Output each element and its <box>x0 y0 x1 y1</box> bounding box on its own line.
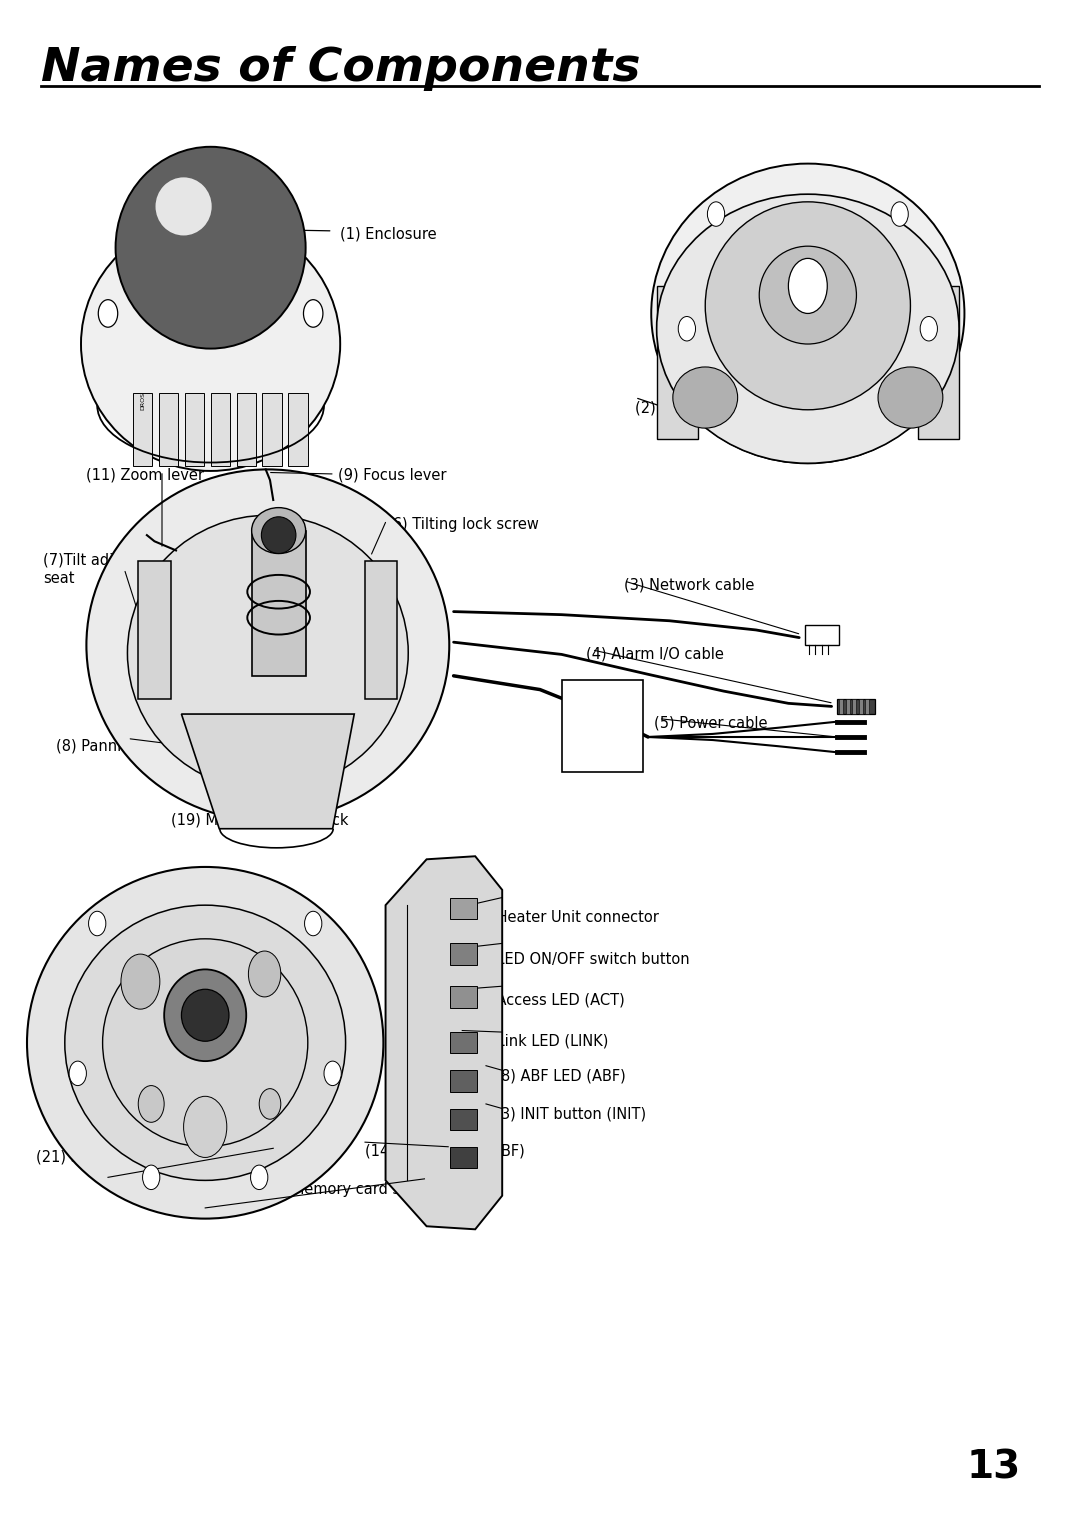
Circle shape <box>184 1096 227 1157</box>
Text: (18) ABF LED (ABF): (18) ABF LED (ABF) <box>486 1069 625 1084</box>
Circle shape <box>121 954 160 1009</box>
Text: (20) SD memory card slot: (20) SD memory card slot <box>230 1182 419 1197</box>
Text: (19) Monitor output jack: (19) Monitor output jack <box>171 813 348 829</box>
Bar <box>138 561 171 699</box>
Bar <box>852 699 856 714</box>
Ellipse shape <box>252 508 306 553</box>
Text: (1) Enclosure: (1) Enclosure <box>340 226 436 242</box>
Text: (11) Zoom lever: (11) Zoom lever <box>86 468 204 483</box>
Ellipse shape <box>86 469 449 821</box>
Bar <box>450 1032 477 1053</box>
Text: (2) Mounting bracket (accessory): (2) Mounting bracket (accessory) <box>635 401 878 416</box>
Bar <box>839 699 843 714</box>
Text: (5) Power cable: (5) Power cable <box>654 716 768 731</box>
Bar <box>262 393 282 466</box>
Bar <box>859 699 863 714</box>
Text: (10) Panning lock screw: (10) Panning lock screw <box>171 777 346 792</box>
Text: (9) Focus lever: (9) Focus lever <box>338 468 446 483</box>
Circle shape <box>891 202 908 226</box>
Bar <box>450 986 477 1008</box>
Ellipse shape <box>65 905 346 1180</box>
Bar <box>450 898 477 919</box>
Ellipse shape <box>116 147 306 349</box>
Circle shape <box>98 300 118 327</box>
Text: (12) Heater Unit connector: (12) Heater Unit connector <box>462 910 659 925</box>
Ellipse shape <box>651 164 964 463</box>
Ellipse shape <box>759 246 856 344</box>
Bar <box>159 393 178 466</box>
Bar <box>865 699 869 714</box>
Ellipse shape <box>878 367 943 428</box>
Text: (14) ABF button (ABF): (14) ABF button (ABF) <box>365 1144 525 1159</box>
Bar <box>211 393 230 466</box>
Polygon shape <box>181 714 354 829</box>
Text: (15) LED ON/OFF switch button: (15) LED ON/OFF switch button <box>462 951 690 966</box>
Circle shape <box>678 317 696 341</box>
Ellipse shape <box>705 202 910 410</box>
Ellipse shape <box>673 367 738 428</box>
Bar <box>837 699 875 714</box>
Bar <box>185 393 204 466</box>
Bar <box>450 943 477 965</box>
Circle shape <box>303 300 323 327</box>
Bar <box>805 625 839 645</box>
Ellipse shape <box>81 217 340 471</box>
Text: 13: 13 <box>967 1448 1021 1486</box>
Bar <box>450 1070 477 1092</box>
Bar <box>237 393 256 466</box>
Circle shape <box>138 1086 164 1122</box>
Text: (7)Tilt adjustment
seat: (7)Tilt adjustment seat <box>43 553 175 586</box>
Bar <box>288 393 308 466</box>
Text: (3) Network cable: (3) Network cable <box>624 578 755 593</box>
Ellipse shape <box>164 969 246 1061</box>
Text: (8) Panning table: (8) Panning table <box>56 739 181 754</box>
Ellipse shape <box>261 517 296 553</box>
Circle shape <box>143 1165 160 1190</box>
Circle shape <box>305 911 322 936</box>
Ellipse shape <box>27 867 383 1219</box>
Text: DROS: DROS <box>140 391 145 410</box>
Circle shape <box>259 1089 281 1119</box>
Bar <box>562 680 643 772</box>
Bar <box>365 561 397 699</box>
Text: (13) INIT button (INIT): (13) INIT button (INIT) <box>486 1107 646 1122</box>
Bar <box>846 699 850 714</box>
Bar <box>450 1109 477 1130</box>
Circle shape <box>324 1061 341 1086</box>
Text: (6) Tilting lock screw: (6) Tilting lock screw <box>387 517 539 532</box>
Circle shape <box>69 1061 86 1086</box>
Text: Names of Components: Names of Components <box>41 46 640 90</box>
Ellipse shape <box>181 989 229 1041</box>
Text: (16) Access LED (ACT): (16) Access LED (ACT) <box>462 992 625 1008</box>
Text: (17) Link LED (LINK): (17) Link LED (LINK) <box>462 1034 609 1049</box>
Text: (21) SD memory card error LED: (21) SD memory card error LED <box>36 1150 267 1165</box>
Ellipse shape <box>156 177 212 235</box>
Ellipse shape <box>657 194 959 463</box>
Text: (4) Alarm I/O cable: (4) Alarm I/O cable <box>586 647 725 662</box>
Ellipse shape <box>127 515 408 790</box>
Circle shape <box>788 258 827 313</box>
Polygon shape <box>386 856 502 1229</box>
Bar <box>450 1147 477 1168</box>
Circle shape <box>920 317 937 341</box>
Ellipse shape <box>103 939 308 1147</box>
Circle shape <box>89 911 106 936</box>
Bar <box>133 393 152 466</box>
Circle shape <box>248 951 281 997</box>
Bar <box>918 286 959 439</box>
Bar <box>657 286 698 439</box>
Circle shape <box>707 202 725 226</box>
Circle shape <box>251 1165 268 1190</box>
Bar <box>252 531 306 676</box>
